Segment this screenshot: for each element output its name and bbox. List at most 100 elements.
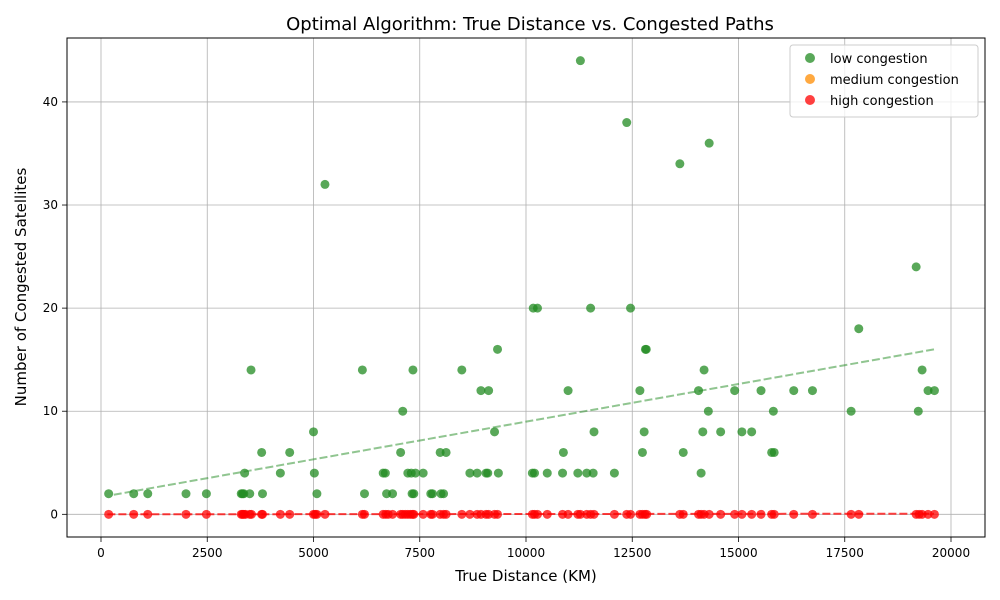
data-point <box>312 489 322 499</box>
data-point <box>245 489 255 499</box>
data-point <box>201 489 211 499</box>
data-point <box>201 509 211 519</box>
chart-title: Optimal Algorithm: True Distance vs. Con… <box>286 14 774 35</box>
data-point <box>181 489 191 499</box>
x-tick-label: 20000 <box>932 546 970 560</box>
trend-lines <box>107 348 935 516</box>
data-point <box>143 489 153 499</box>
plot-frame <box>66 37 986 538</box>
data-point <box>626 509 636 519</box>
data-point <box>542 468 552 478</box>
x-tick-label: 17500 <box>826 546 864 560</box>
data-point <box>768 406 778 416</box>
data-point <box>807 386 817 396</box>
data-point <box>240 468 250 478</box>
y-axis-title: Number of Congested Satellites <box>12 168 30 407</box>
data-point <box>181 509 191 519</box>
x-tick-label: 5000 <box>298 546 329 560</box>
data-point <box>457 509 467 519</box>
data-point <box>575 56 585 66</box>
data-point <box>917 365 927 375</box>
data-point <box>320 509 330 519</box>
data-point <box>642 509 652 519</box>
data-point <box>408 365 418 375</box>
x-axis-title: True Distance (KM) <box>454 567 596 585</box>
data-point <box>911 262 921 272</box>
data-point <box>589 509 599 519</box>
data-point <box>275 468 285 478</box>
data-point <box>439 489 449 499</box>
data-point <box>716 509 726 519</box>
data-point <box>846 406 856 416</box>
data-point <box>357 365 367 375</box>
data-point <box>789 509 799 519</box>
data-point <box>320 179 330 189</box>
data-point <box>747 427 757 437</box>
legend-label: medium congestion <box>830 73 959 88</box>
data-point <box>678 509 688 519</box>
legend-marker <box>805 74 815 84</box>
data-point <box>589 427 599 437</box>
data-point <box>923 509 933 519</box>
data-point <box>428 509 437 519</box>
data-point <box>558 468 568 478</box>
data-point <box>472 468 482 478</box>
data-point <box>465 468 475 478</box>
data-point <box>609 509 619 519</box>
data-point <box>490 427 500 437</box>
y-tick-label: 40 <box>43 95 58 109</box>
data-point <box>756 509 766 519</box>
legend-marker <box>805 95 815 105</box>
x-tick-label: 12500 <box>613 546 651 560</box>
data-point <box>476 386 486 396</box>
legend-box <box>789 44 979 118</box>
data-point <box>737 427 747 437</box>
data-point <box>465 509 475 519</box>
data-point <box>769 447 779 457</box>
legend: low congestion medium congestion high cong… <box>789 44 979 118</box>
data-point <box>641 344 651 354</box>
data-point <box>704 138 714 148</box>
data-point <box>698 427 708 437</box>
data-point <box>257 447 267 457</box>
data-point <box>730 386 740 396</box>
data-point <box>285 447 295 457</box>
data-point <box>104 509 114 519</box>
data-point <box>380 468 390 478</box>
data-point <box>635 386 645 396</box>
data-point <box>388 509 398 519</box>
data-point <box>411 468 420 478</box>
data-point <box>493 468 503 478</box>
data-point <box>769 509 779 519</box>
trend-line-0 <box>113 348 935 496</box>
data-point <box>747 509 757 519</box>
data-point <box>789 386 799 396</box>
data-point <box>696 468 706 478</box>
data-point <box>563 386 573 396</box>
data-point <box>532 303 542 313</box>
data-point <box>530 468 539 478</box>
data-point <box>913 406 923 416</box>
data-point <box>582 468 592 478</box>
data-point <box>129 509 139 519</box>
data-point <box>699 365 709 375</box>
data-point <box>312 509 322 519</box>
data-point <box>573 468 583 478</box>
legend-marker <box>805 53 815 63</box>
data-point <box>588 468 598 478</box>
data-point <box>639 427 649 437</box>
data-point <box>258 489 267 499</box>
data-point <box>129 489 139 499</box>
data-point <box>542 509 552 519</box>
data-point <box>626 303 636 313</box>
data-point <box>854 324 864 334</box>
data-point <box>309 427 318 437</box>
data-point <box>563 509 573 519</box>
data-point <box>409 489 419 499</box>
data-point <box>493 509 503 519</box>
data-point <box>418 468 428 478</box>
data-point <box>483 468 493 478</box>
data-point <box>246 509 256 519</box>
x-tick-label: 10000 <box>507 546 545 560</box>
